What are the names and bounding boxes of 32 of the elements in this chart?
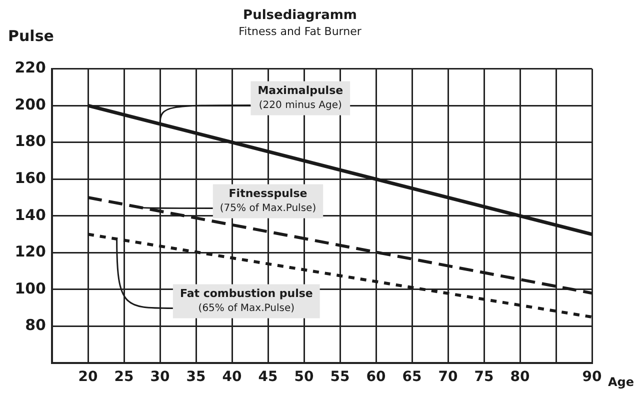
annotation: (75% of Max.Pulse): [220, 202, 316, 214]
y-axis-title: Pulse: [8, 26, 54, 45]
y-tick-label: 80: [25, 316, 46, 334]
chart-title: Pulsediagramm: [243, 8, 357, 24]
text: Maximalpulse: [258, 84, 344, 98]
x-tick-label: 80: [510, 369, 530, 386]
series-label: Fat combustion pulse: [180, 287, 313, 300]
x-tick-label: 40: [222, 369, 242, 386]
x-tick-label: 60: [366, 369, 386, 386]
x-tick-label: 25: [114, 369, 134, 386]
x-tick-label: 55: [330, 369, 350, 386]
y-tick-label: 220: [14, 58, 46, 77]
x-tick-label: 50: [294, 369, 314, 386]
y-tick-label: 200: [14, 95, 46, 114]
chart-subtitle: Fitness and Fat Burner: [238, 25, 362, 38]
text: Fitnesspulse: [228, 187, 308, 200]
x-tick-label: 45: [258, 369, 278, 386]
x-axis-title: Age: [608, 375, 634, 390]
x-tick-label: 30: [150, 369, 170, 386]
y-tick-label: 120: [14, 242, 46, 261]
x-tick-label: 75: [474, 369, 494, 386]
x-tick-label: 65: [402, 369, 422, 386]
annotation: (220 minus Age): [258, 100, 342, 111]
x-tick-label: 20: [78, 369, 98, 386]
x-tick-label: 70: [438, 369, 458, 386]
y-tick-label: 100: [14, 279, 46, 298]
y-tick-label: 180: [14, 132, 46, 150]
x-tick-label: 35: [186, 369, 206, 386]
annotation: (65% of Max.Pulse): [198, 302, 295, 314]
y-tick-label: 160: [14, 169, 46, 188]
x-tick-label: 90: [582, 369, 602, 386]
y-tick-label: 140: [14, 206, 46, 224]
